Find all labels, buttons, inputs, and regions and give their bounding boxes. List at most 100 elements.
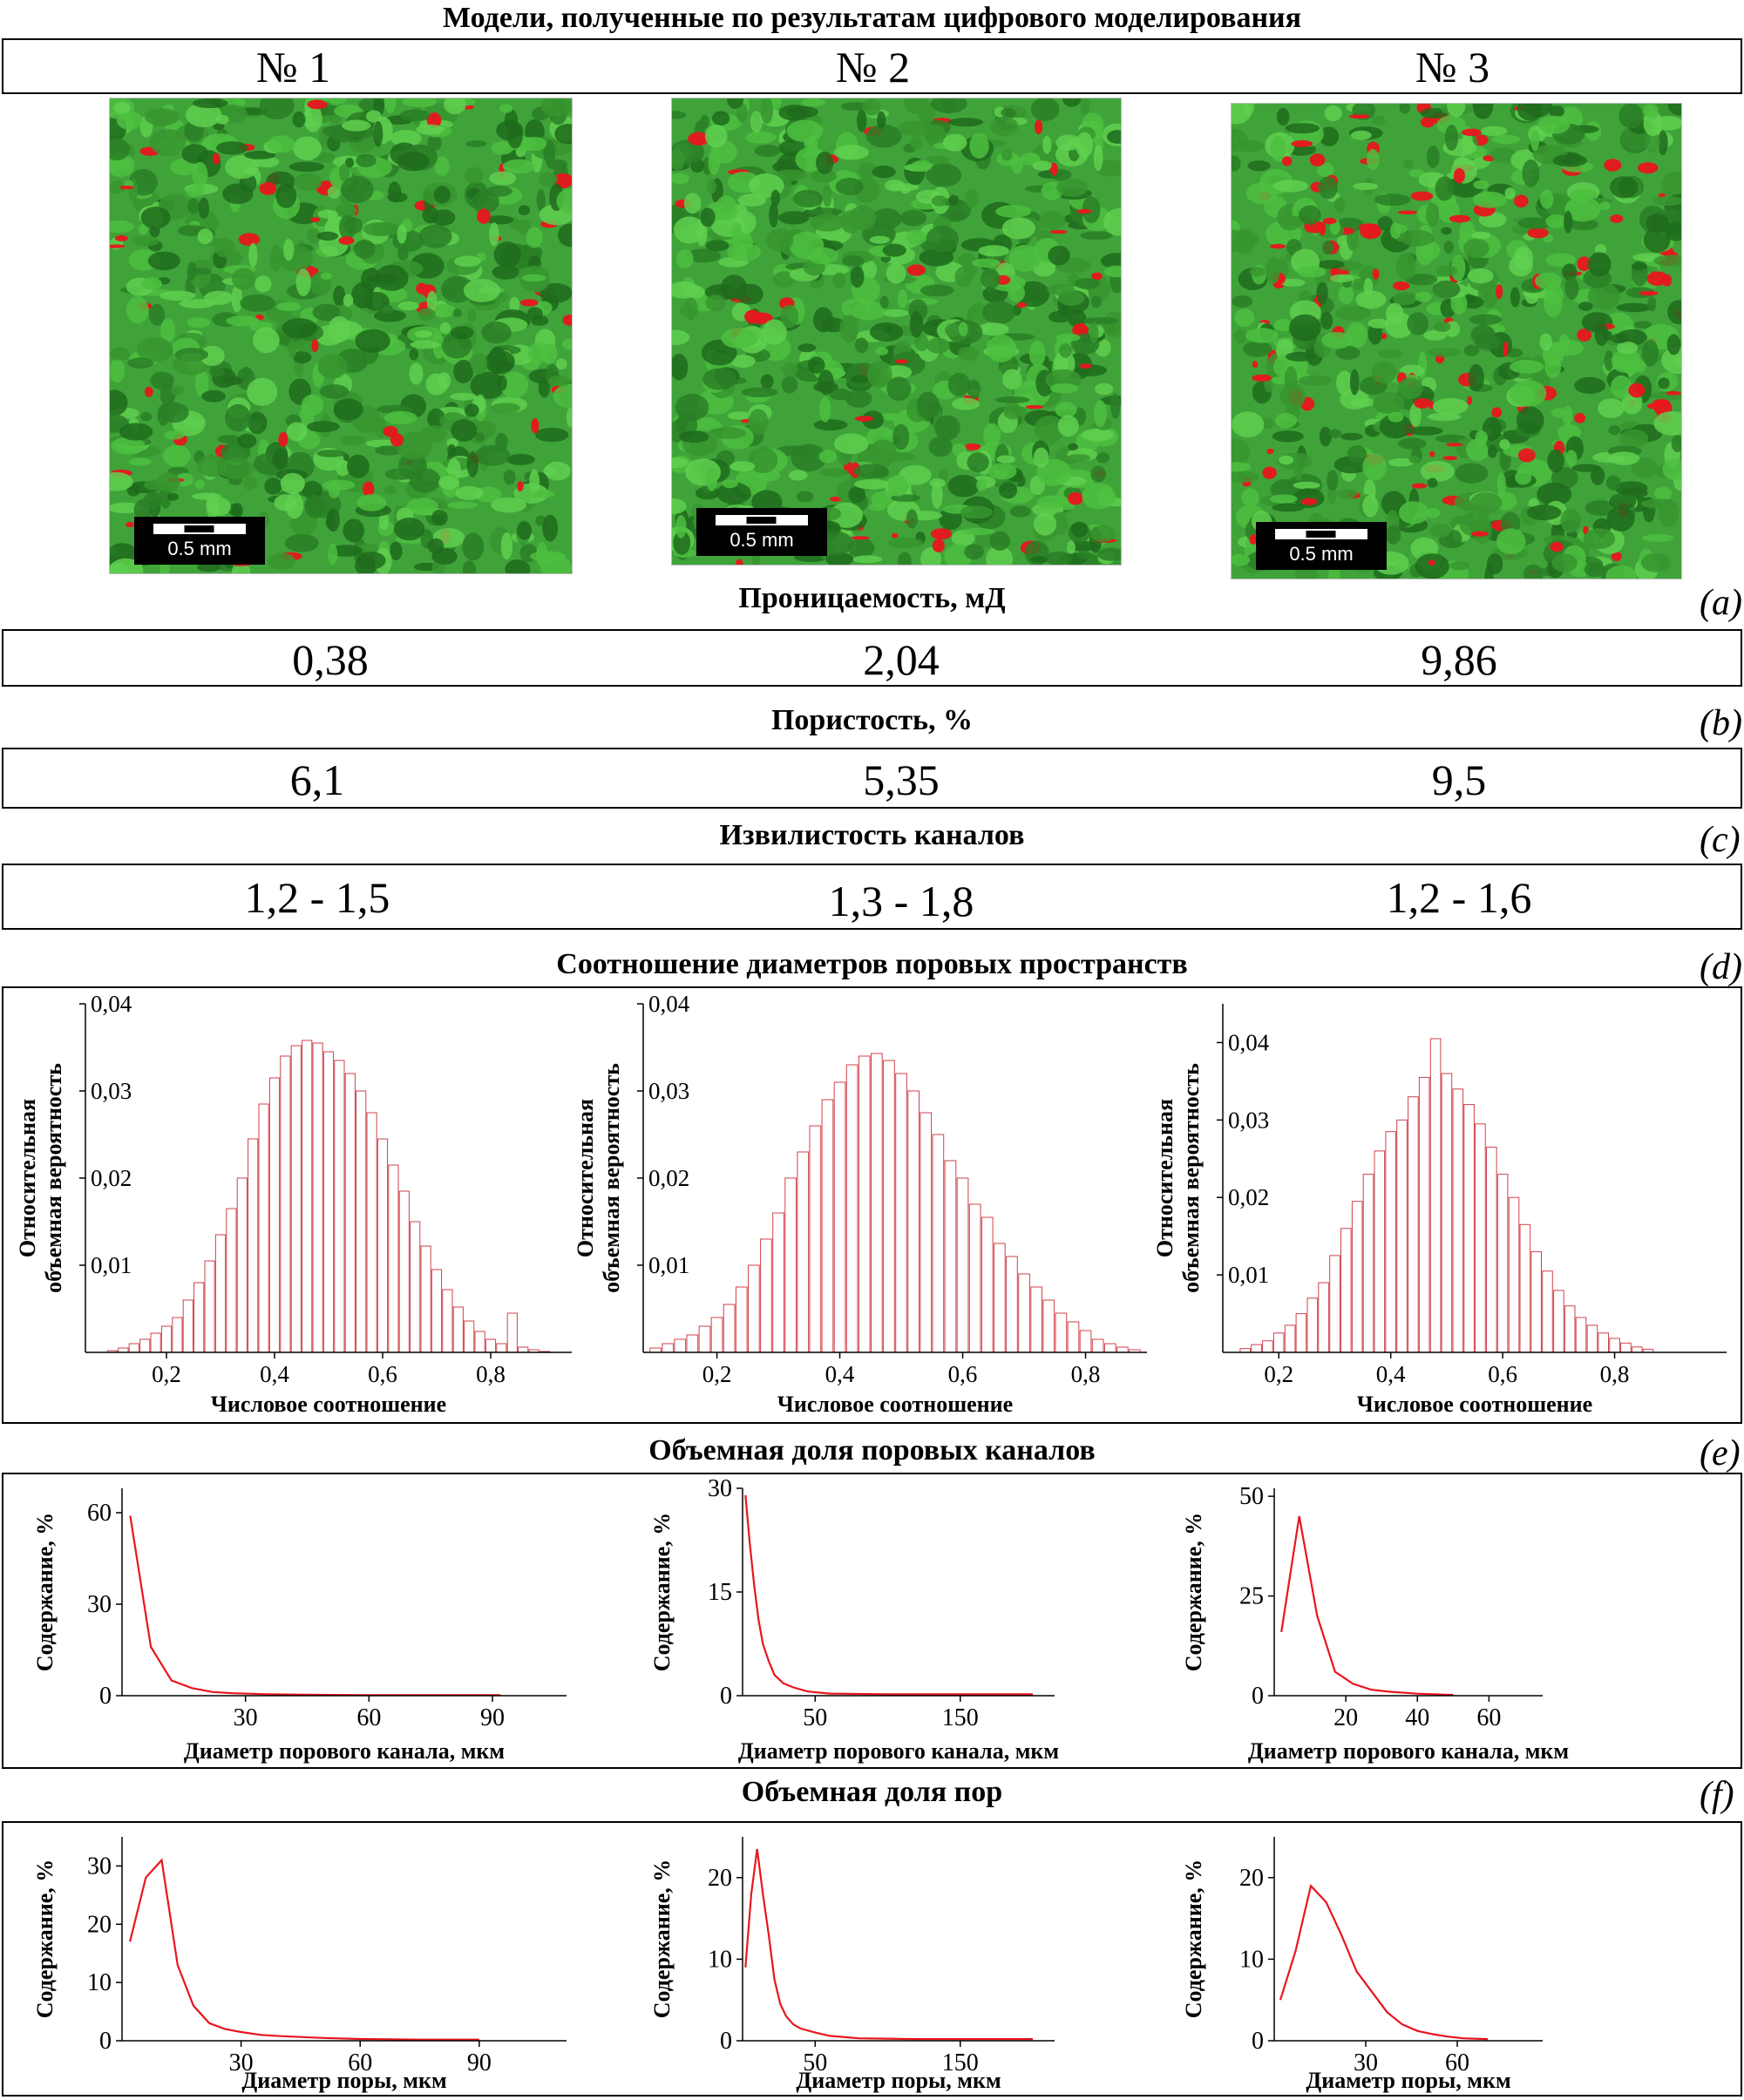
pore-blob bbox=[891, 532, 899, 539]
grain-blob bbox=[835, 178, 864, 196]
grain-blob bbox=[500, 532, 513, 560]
grain-blob bbox=[1537, 115, 1571, 134]
grain-blob bbox=[363, 291, 390, 311]
x-tick-label: 0,4 bbox=[825, 1361, 855, 1387]
grain-blob bbox=[960, 505, 993, 519]
grain-blob bbox=[1378, 349, 1402, 359]
grain-blob bbox=[1588, 252, 1612, 277]
grain-blob bbox=[529, 469, 540, 496]
grain-blob bbox=[160, 318, 176, 342]
grain-blob bbox=[954, 267, 973, 288]
grain-blob bbox=[1234, 308, 1255, 327]
x-tick-label: 60 bbox=[348, 2049, 372, 2076]
grain-blob bbox=[1074, 278, 1101, 289]
grain-blob bbox=[343, 294, 354, 307]
grain-blob bbox=[307, 227, 321, 244]
grain-blob bbox=[207, 497, 232, 516]
grain-blob bbox=[534, 427, 569, 443]
scale-label: 0.5 mm bbox=[729, 529, 794, 551]
grain-blob bbox=[1080, 98, 1090, 115]
grain-blob bbox=[672, 329, 690, 346]
scale-bar: 0.5 mm bbox=[1256, 522, 1387, 570]
grain-blob bbox=[1428, 348, 1462, 357]
grain-blob bbox=[1611, 333, 1629, 343]
grain-blob bbox=[1336, 489, 1358, 499]
histogram-bar bbox=[1508, 1196, 1520, 1353]
grain-blob bbox=[1047, 283, 1075, 295]
pore-blob bbox=[311, 339, 319, 353]
grain-blob bbox=[1475, 430, 1489, 445]
grain-blob bbox=[818, 450, 838, 464]
grain-blob bbox=[858, 162, 876, 179]
grain-blob bbox=[1631, 457, 1658, 478]
scale-bar-segments bbox=[153, 524, 246, 534]
channel-box bbox=[2, 1473, 1742, 1769]
y-tick-label: 0,01 bbox=[648, 1252, 689, 1278]
grain-blob bbox=[187, 198, 200, 214]
grain-blob bbox=[1048, 245, 1070, 266]
grain-blob bbox=[1611, 349, 1642, 374]
grain-blob bbox=[317, 354, 348, 379]
histogram-bar bbox=[1030, 1286, 1042, 1353]
grain-blob bbox=[322, 125, 350, 138]
grain-blob bbox=[960, 528, 995, 536]
x-tick-label: 0,6 bbox=[368, 1361, 397, 1387]
grain-blob bbox=[1373, 392, 1405, 414]
grain-blob bbox=[727, 98, 743, 109]
pore-blob bbox=[1016, 301, 1027, 308]
permeability-value-1: 0,38 bbox=[292, 635, 369, 684]
grain-blob bbox=[1666, 334, 1681, 356]
grain-blob bbox=[852, 555, 883, 564]
x-tick-label: 90 bbox=[480, 1704, 505, 1731]
grain-blob bbox=[1049, 383, 1079, 394]
grain-blob bbox=[700, 207, 716, 227]
histogram-bar bbox=[128, 1343, 139, 1353]
grain-blob bbox=[293, 136, 322, 160]
y-tick-label: 0,04 bbox=[648, 993, 690, 1017]
grain-blob bbox=[850, 301, 886, 321]
grain-blob bbox=[711, 427, 746, 439]
grain-blob bbox=[509, 296, 520, 313]
grain-blob bbox=[862, 98, 881, 116]
grain-blob bbox=[554, 124, 572, 145]
grain-blob bbox=[481, 322, 512, 344]
grain-blob bbox=[111, 437, 146, 455]
grain-blob bbox=[1388, 411, 1404, 423]
histogram-bar bbox=[760, 1238, 772, 1353]
grain-blob bbox=[1407, 312, 1429, 335]
histogram-bar bbox=[344, 1073, 356, 1353]
grain-blob bbox=[489, 171, 517, 186]
pore-blob bbox=[1410, 191, 1434, 201]
histogram-bar bbox=[139, 1338, 151, 1353]
pore-blob bbox=[1550, 541, 1564, 552]
grain-blob bbox=[396, 432, 432, 460]
grain-blob bbox=[807, 247, 838, 265]
grain-blob bbox=[777, 211, 810, 225]
x-tick-label: 0,2 bbox=[702, 1361, 732, 1387]
grain-blob bbox=[320, 272, 333, 280]
grain-blob bbox=[455, 485, 484, 500]
grain-blob bbox=[672, 457, 689, 468]
grain-blob bbox=[1530, 129, 1540, 152]
grain-blob bbox=[208, 367, 225, 377]
grain-blob bbox=[538, 172, 558, 187]
grain-blob bbox=[432, 335, 445, 359]
histogram-bar bbox=[1496, 1174, 1509, 1353]
permeability-title: Проницаемость, мД bbox=[738, 582, 1006, 614]
grain-blob bbox=[1578, 301, 1593, 311]
grain-blob bbox=[1293, 481, 1320, 490]
grain-blob bbox=[1385, 525, 1401, 545]
histogram-bar bbox=[1385, 1131, 1396, 1353]
tortuosity-value-2: 1,3 - 1,8 bbox=[828, 877, 974, 925]
grain-blob bbox=[1340, 432, 1363, 441]
grain-blob bbox=[394, 518, 425, 541]
grain-blob bbox=[253, 327, 280, 354]
grain-blob bbox=[1415, 291, 1432, 302]
pore-blob bbox=[1577, 256, 1591, 272]
grain-blob bbox=[1066, 540, 1076, 554]
grain-blob bbox=[179, 299, 215, 308]
grain-blob bbox=[781, 376, 798, 394]
histogram-bar bbox=[377, 1138, 389, 1353]
grain-blob bbox=[847, 538, 875, 558]
grain-blob bbox=[762, 319, 787, 345]
